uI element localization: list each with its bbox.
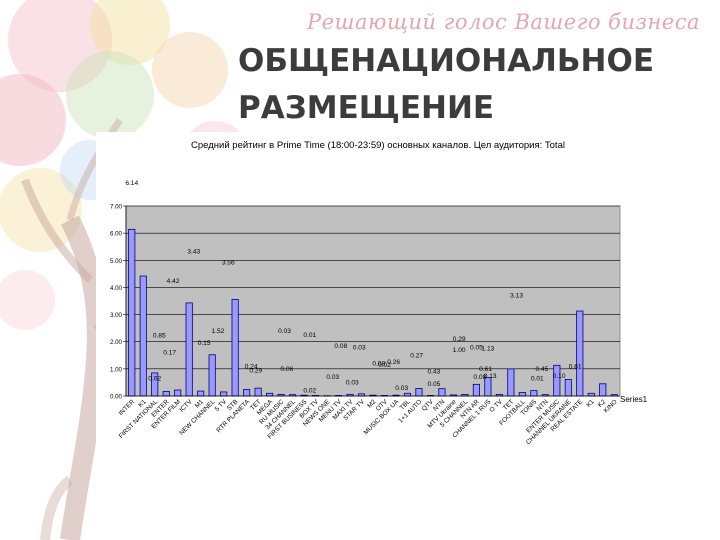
slide-tagline: Решающий голос Вашего бизнеса: [307, 10, 700, 34]
bar: [518, 392, 526, 397]
chart-title: Средний рейтинг в Prime Time (18:00-23:5…: [191, 140, 565, 151]
bar: [507, 368, 515, 397]
data-label: 0.03: [395, 385, 408, 392]
bar: [599, 383, 607, 397]
data-label: 0.03: [353, 344, 366, 351]
data-label: 0.24: [245, 363, 258, 370]
data-label: 0.26: [387, 359, 400, 366]
bar: [208, 354, 216, 397]
bar: [576, 310, 584, 397]
bar: [415, 387, 423, 397]
page-title: ОБЩЕНАЦИОНАЛЬНОЕ РАЗМЕЩЕНИЕ: [238, 38, 654, 132]
bar: [174, 389, 182, 397]
data-label: 1.13: [481, 346, 494, 353]
data-label: 3.56: [222, 259, 235, 266]
bar: [231, 298, 239, 397]
data-label: 4.42: [167, 278, 180, 285]
bar: [266, 392, 274, 397]
y-tick-label: 1.00: [110, 366, 123, 373]
data-label: 0.05: [427, 381, 440, 388]
data-label: 0.45: [535, 366, 548, 373]
x-tick-label: K1: [585, 398, 596, 409]
data-label: 0.08: [372, 361, 385, 368]
data-label: 0.03: [278, 328, 291, 335]
x-tick-label: M1: [194, 398, 206, 410]
bar: [220, 391, 228, 397]
data-label: 3.43: [187, 249, 200, 256]
bar: [197, 390, 205, 397]
bar: [128, 228, 136, 397]
data-label: 0.03: [346, 380, 359, 387]
y-tick-label: 4.00: [110, 285, 123, 292]
bar: [472, 383, 480, 397]
data-label: 0.05: [470, 344, 483, 351]
data-label: 1.52: [211, 328, 224, 335]
bar: [139, 275, 147, 397]
data-label: 0.43: [427, 369, 440, 376]
data-label: 0.06: [280, 366, 293, 373]
x-tick-label: K1: [137, 398, 148, 409]
bar: [564, 379, 572, 397]
bar: [438, 388, 446, 397]
chart-panel: Средний рейтинг в Prime Time (18:00-23:5…: [96, 132, 664, 524]
bar: [530, 390, 538, 397]
data-label: 3.13: [510, 293, 523, 300]
data-label: 0.61: [479, 366, 492, 373]
data-label: 0.08: [473, 374, 486, 381]
bar: [243, 389, 251, 397]
y-tick-label: 7.00: [110, 204, 123, 211]
data-label: 0.13: [484, 373, 497, 380]
bar: [553, 364, 561, 397]
y-tick-label: 5.00: [110, 258, 123, 265]
y-tick-label: 6.00: [110, 231, 123, 238]
data-label: 6.14: [125, 180, 138, 187]
page-title-line-2: РАЗМЕЩЕНИЕ: [238, 90, 495, 126]
data-label: 1.00: [453, 347, 466, 354]
data-label: 0.29: [453, 336, 466, 343]
data-label: 0.10: [553, 373, 566, 380]
data-label: 0.02: [378, 362, 391, 369]
page-title-line-1: ОБЩЕНАЦИОНАЛЬНОЕ: [238, 43, 655, 79]
plot-area: [125, 205, 621, 397]
x-tick-label: M2: [366, 398, 378, 410]
bar-chart: Средний рейтинг в Prime Time (18:00-23:5…: [110, 140, 648, 446]
y-tick-label: 3.00: [110, 312, 123, 319]
data-label: 0.01: [531, 376, 544, 383]
data-label: 0.02: [148, 376, 161, 383]
bar: [403, 392, 412, 397]
bar: [162, 390, 170, 397]
data-label: 0.17: [163, 350, 176, 357]
x-tick-label: K2: [597, 398, 608, 409]
bar: [587, 392, 595, 397]
legend-entry-series1: Series1: [620, 395, 648, 404]
data-label: 0.03: [326, 374, 339, 381]
data-label: 0.85: [153, 333, 166, 340]
data-label: 0.61: [569, 363, 582, 370]
x-tick-label: KINO: [603, 398, 619, 414]
x-tick-label: ICTV: [178, 398, 194, 414]
data-label: 0.29: [249, 367, 262, 374]
y-tick-label: 2.00: [110, 339, 123, 346]
x-tick-label: INTER: [118, 398, 137, 417]
data-label: 0.27: [410, 352, 423, 359]
data-label: 0.02: [303, 388, 316, 395]
y-tick-label: 0.00: [110, 394, 123, 401]
data-label: 0.01: [303, 332, 316, 339]
data-label: 0.08: [334, 343, 347, 350]
bar: [185, 302, 193, 397]
bar: [254, 387, 262, 397]
data-label: 0.15: [198, 340, 211, 347]
